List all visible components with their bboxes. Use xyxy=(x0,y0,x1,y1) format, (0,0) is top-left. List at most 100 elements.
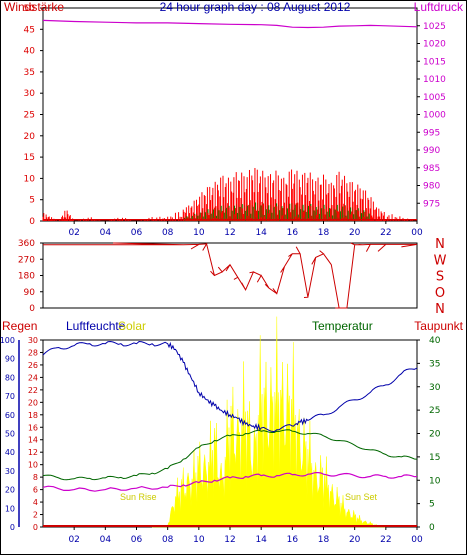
pressure-tick-label: 995 xyxy=(423,128,440,138)
temperature-tick-label: 0 xyxy=(429,523,435,533)
pressure-tick-label: 1015 xyxy=(423,57,446,67)
wind-tick-label: 30 xyxy=(24,89,36,99)
temperature-tick-label: 10 xyxy=(429,476,441,486)
climate-x-tick-label: 18 xyxy=(318,535,330,545)
rain-tick-label: 24 xyxy=(28,373,38,382)
wind-x-tick-label: 08 xyxy=(162,228,174,238)
humidity-tick-label: 10 xyxy=(5,504,15,513)
wind-x-tick-label: 12 xyxy=(224,228,235,238)
wind-x-tick-label: 20 xyxy=(349,228,361,238)
rain-tick-label: 20 xyxy=(28,398,38,407)
climate-x-tick-label: 20 xyxy=(349,535,361,545)
wind-series-group xyxy=(42,19,418,221)
wind-tick-label: 25 xyxy=(24,111,35,121)
wind-tick-label: 15 xyxy=(24,153,35,163)
temperature-tick-label: 20 xyxy=(429,430,441,440)
wind-x-tick-label: 16 xyxy=(287,228,299,238)
sunset-annotation: Sun Set xyxy=(345,492,378,502)
pressure-tick-label: 1010 xyxy=(423,75,446,85)
wind-x-tick-label: 06 xyxy=(131,228,143,238)
sunrise-annotation: Sun Rise xyxy=(120,492,157,502)
wind-x-tick-label: 14 xyxy=(255,228,267,238)
wind-x-tick-label: 18 xyxy=(318,228,330,238)
compass-label: S xyxy=(436,270,444,285)
humidity-tick-label: 0 xyxy=(10,523,15,532)
wind-tick-label: 40 xyxy=(24,47,36,57)
direction-tick-label: 0 xyxy=(29,304,35,314)
pressure-tick-label: 1005 xyxy=(423,93,446,103)
rain-tick-label: 6 xyxy=(33,486,38,495)
direction-tick-label: 270 xyxy=(18,255,35,265)
humidity-tick-label: 60 xyxy=(5,411,15,420)
humidity-tick-label: 40 xyxy=(5,448,15,457)
humidity-y-axis: 0 10 20 30 40 50 60 70 80 90 100 xyxy=(0,336,20,532)
pressure-line xyxy=(42,19,418,29)
wind-tick-label: 0 xyxy=(29,217,35,227)
pressure-tick-label: 1000 xyxy=(423,111,446,121)
climate-x-tick-label: 10 xyxy=(193,535,205,545)
pressure-axis-label: Luftdruck xyxy=(414,0,464,14)
pressure-tick-label: 1025 xyxy=(423,22,446,32)
climate-series-group xyxy=(42,316,418,528)
rain-tick-label: 8 xyxy=(33,473,38,482)
wind-axis-label: Windstärke xyxy=(4,0,64,14)
climate-x-tick-label: 08 xyxy=(162,535,174,545)
wind-x-tick-label: 04 xyxy=(100,228,112,238)
rain-tick-label: 18 xyxy=(28,411,38,420)
solar-area xyxy=(152,316,386,528)
rain-tick-label: 28 xyxy=(28,348,38,357)
climate-x-tick-label: 00 xyxy=(411,535,423,545)
dewpoint-line xyxy=(42,472,418,492)
wind-tick-label: 20 xyxy=(24,132,36,142)
rain-tick-label: 22 xyxy=(28,386,38,395)
direction-line xyxy=(43,242,418,309)
wind-tick-label: 5 xyxy=(29,196,35,206)
wind-x-tick-label: 10 xyxy=(193,228,205,238)
rain-axis-label: Regen xyxy=(2,319,37,333)
climate-x-tick-label: 16 xyxy=(287,535,299,545)
humidity-tick-label: 30 xyxy=(5,467,15,476)
solar-axis-label: Solar xyxy=(118,319,146,333)
humidity-tick-label: 20 xyxy=(5,486,15,495)
climate-x-tick-label: 06 xyxy=(131,535,143,545)
rain-tick-label: 4 xyxy=(33,498,38,507)
wind-tick-label: 50 xyxy=(24,4,36,14)
wind-tick-label: 35 xyxy=(24,68,35,78)
direction-series-group xyxy=(43,242,418,309)
wind-x-tick-label: 00 xyxy=(411,228,423,238)
direction-tick-label: 180 xyxy=(18,272,35,282)
temperature-axis-label: Temperatur xyxy=(312,319,373,333)
rain-tick-label: 0 xyxy=(33,523,38,532)
climate-x-tick-label: 04 xyxy=(100,535,112,545)
pressure-tick-label: 975 xyxy=(423,199,440,209)
temperature-tick-label: 35 xyxy=(429,359,440,369)
rain-tick-label: 14 xyxy=(28,436,38,445)
temperature-y-axis: 0 5 10 15 20 25 30 35 40 xyxy=(417,336,441,533)
temperature-tick-label: 25 xyxy=(429,406,440,416)
humidity-tick-label: 90 xyxy=(5,355,15,364)
rain-tick-label: 26 xyxy=(28,361,38,370)
compass-label: N xyxy=(435,302,445,317)
wind-tick-label: 45 xyxy=(24,25,35,35)
climate-x-axis: 02 04 06 08 10 12 14 16 18 20 22 00 xyxy=(68,527,423,545)
chart-title: 24 hour graph day : 08 August 2012 xyxy=(160,0,351,14)
direction-tick-label: 360 xyxy=(18,239,35,249)
climate-x-tick-label: 22 xyxy=(380,535,391,545)
wind-tick-label: 10 xyxy=(24,174,36,184)
compass-label: W xyxy=(434,253,447,268)
direction-tick-label: 90 xyxy=(24,288,36,298)
pressure-tick-label: 980 xyxy=(423,182,440,192)
compass-label: O xyxy=(435,286,445,301)
temperature-tick-label: 5 xyxy=(429,500,435,510)
wind-x-tick-label: 22 xyxy=(380,228,391,238)
temperature-line xyxy=(42,429,418,481)
wind-x-axis: 02 04 06 08 10 12 14 16 18 20 22 00 xyxy=(68,221,423,238)
wind-y-axis: 0 5 10 15 20 25 30 35 40 45 50 xyxy=(24,4,43,227)
climate-x-tick-label: 14 xyxy=(255,535,267,545)
pressure-tick-label: 990 xyxy=(423,146,440,156)
rain-tick-label: 10 xyxy=(28,461,38,470)
